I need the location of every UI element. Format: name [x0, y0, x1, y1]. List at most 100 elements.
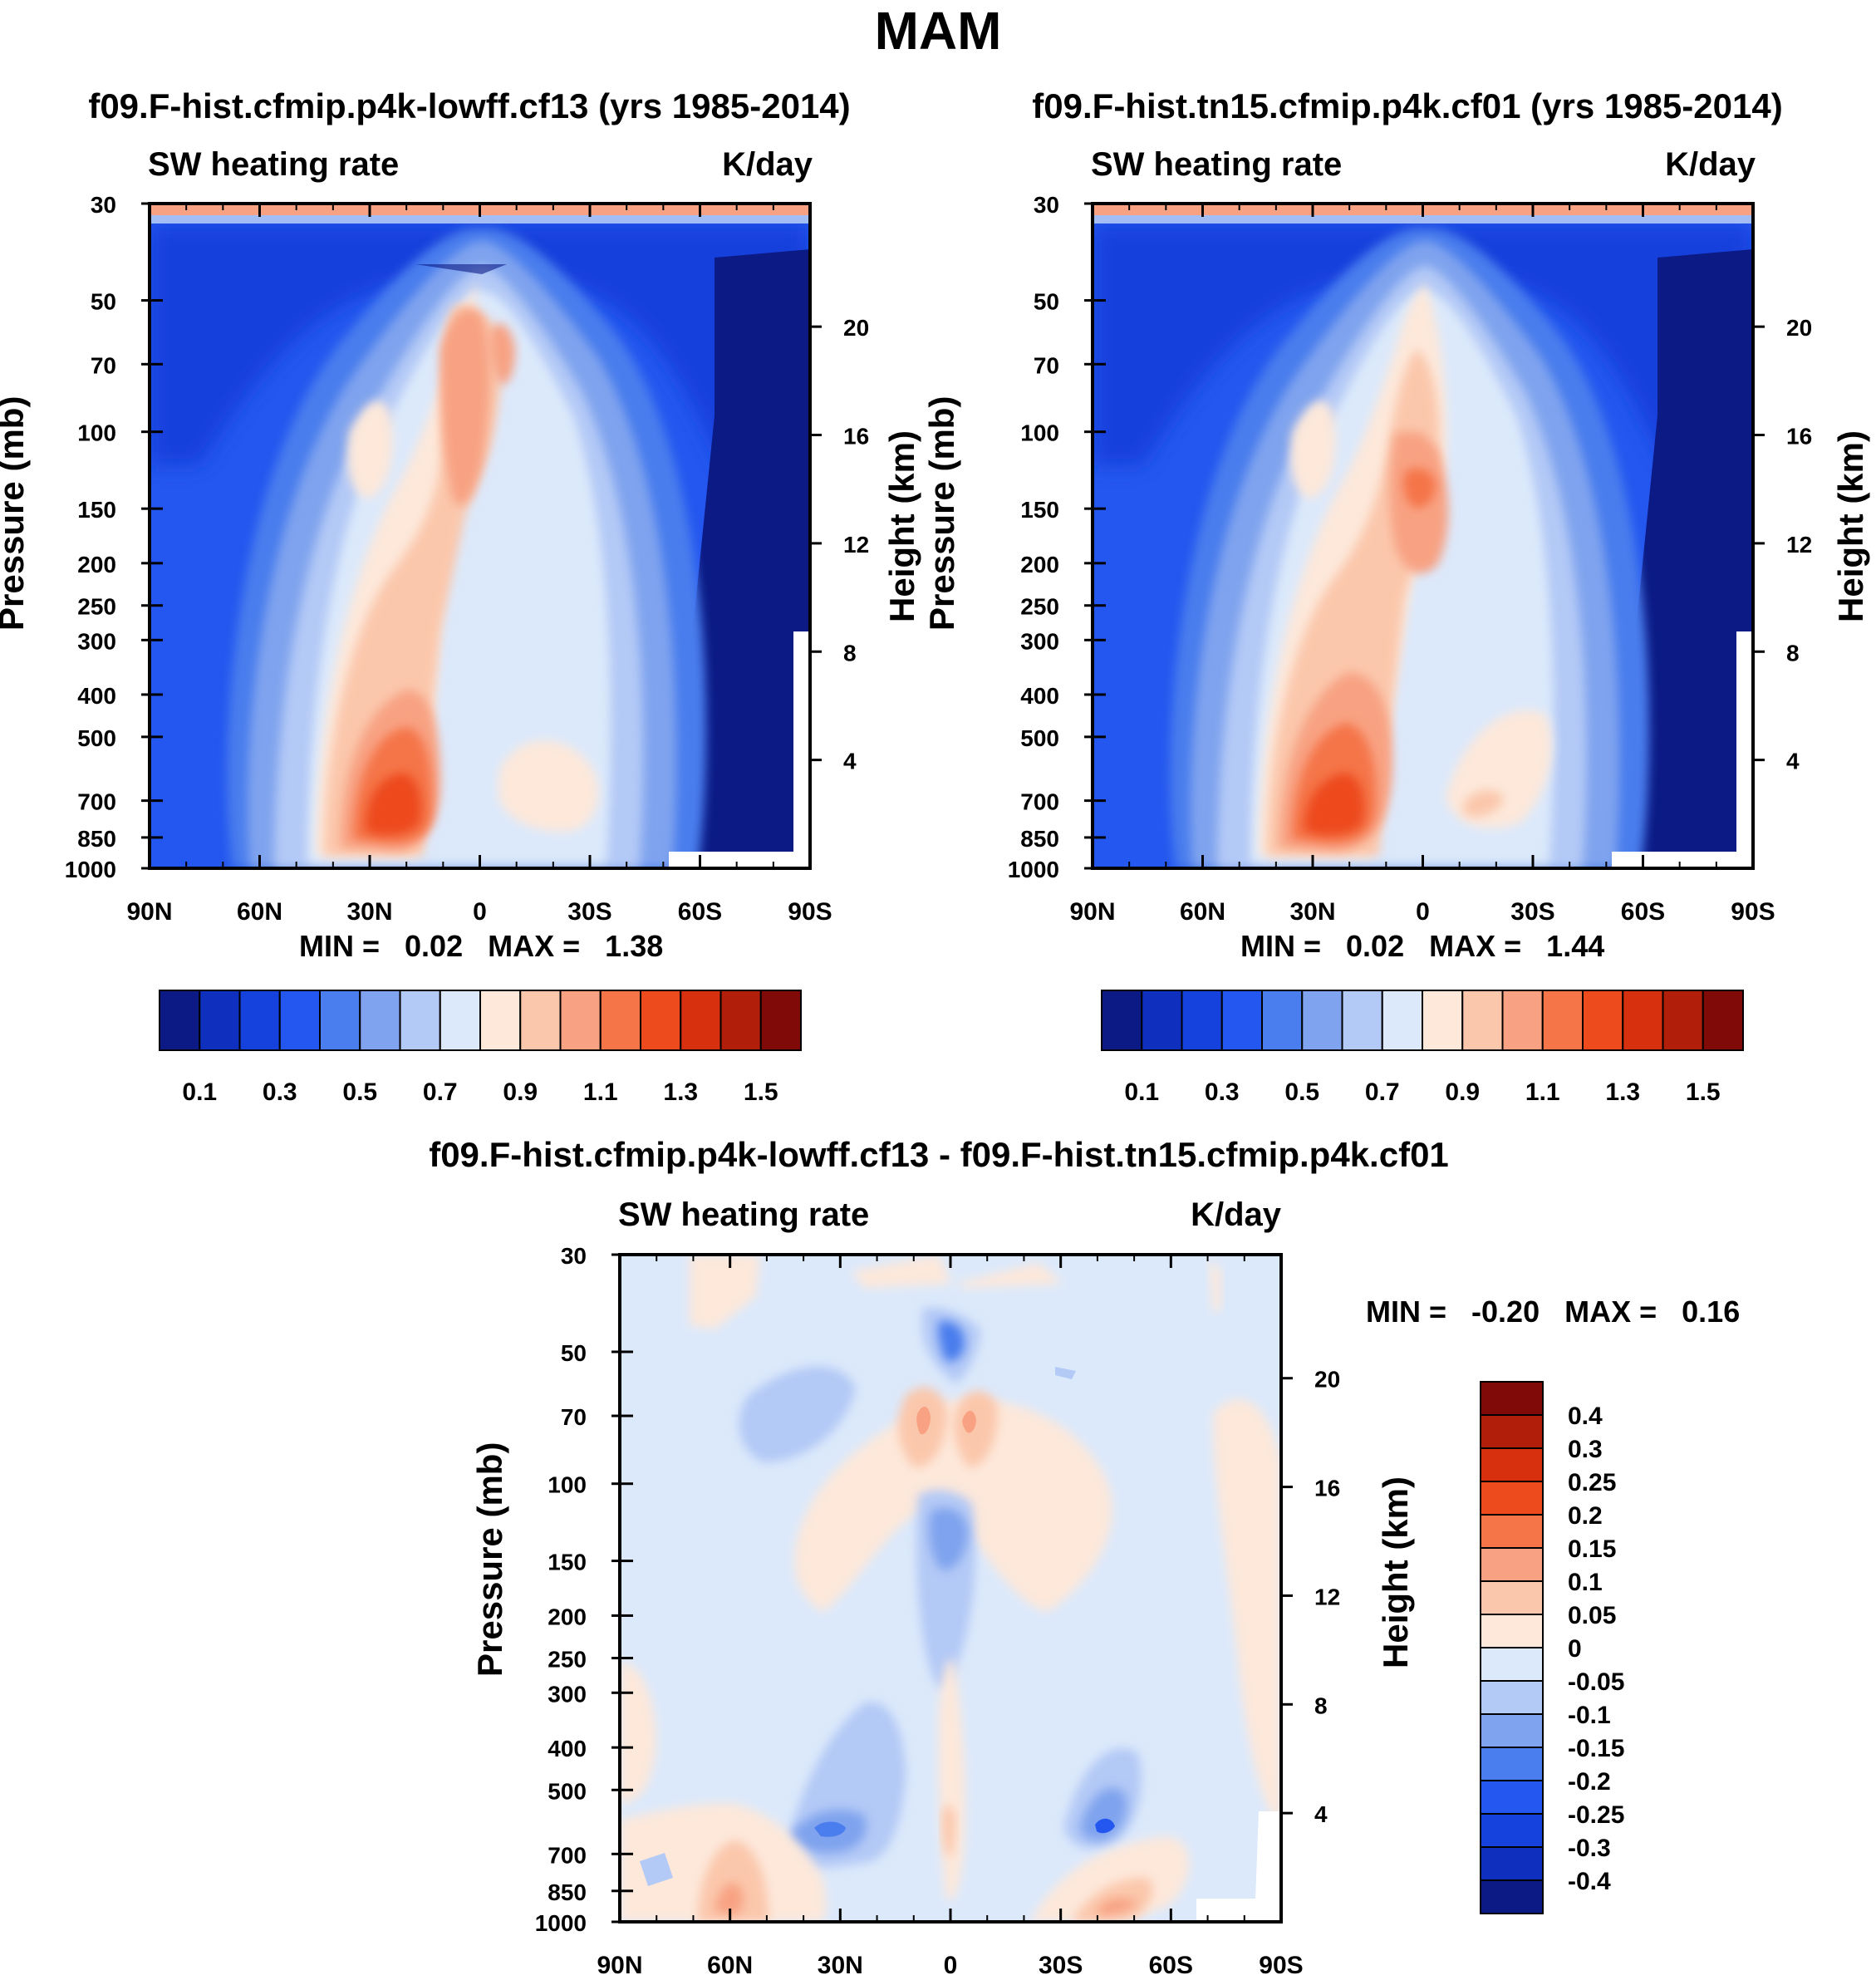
right-ytick-right-label: 12: [1786, 532, 1812, 558]
diff-ytick-label: 700: [548, 1842, 587, 1868]
left-ytick-label: 300: [77, 628, 116, 654]
diff-colorbar-box: [1480, 1580, 1544, 1615]
left-colorbar-label: 0.7: [423, 1078, 458, 1106]
right-min-value: 0.02: [1346, 929, 1405, 963]
diff-colorbar-label: -0.3: [1568, 1835, 1611, 1862]
right-colorbar-box: [1261, 990, 1304, 1051]
left-colorbar-box: [759, 990, 802, 1051]
left-ytick-label: 700: [77, 789, 116, 815]
diff-axes: 90N 60N 30N 0 30S 60S 90S 30 50 70 100 150 200 250 300…: [535, 1243, 1340, 1979]
right-colorbar-label: 1.5: [1686, 1078, 1721, 1106]
right-ytick-label: 400: [1020, 683, 1059, 709]
diff-colorbar-label: 0.15: [1568, 1535, 1616, 1563]
diff-colorbar-label: -0.2: [1568, 1768, 1611, 1796]
left-colorbar-box: [719, 990, 762, 1051]
diff-ytick-label: 250: [548, 1647, 587, 1673]
left-colorbar-box: [359, 990, 401, 1051]
diff-ytick-label: 30: [561, 1243, 587, 1269]
diff-colorbar-label: 0.4: [1568, 1403, 1603, 1430]
diff-ytick-label: 50: [561, 1340, 587, 1366]
diff-variable-label: SW heating rate: [618, 1196, 870, 1233]
left-ytick-label: 400: [77, 683, 116, 709]
right-ytick-right-label: 16: [1786, 424, 1812, 450]
diff-min-value: -0.20: [1471, 1295, 1540, 1329]
right-max-value: 1.44: [1546, 929, 1605, 963]
right-max-label: MAX =: [1429, 929, 1522, 963]
right-ytick-label: 30: [1034, 192, 1059, 218]
diff-colorbar-box: [1480, 1647, 1544, 1682]
right-xtick-label: 30N: [1289, 898, 1335, 926]
left-xtick-label: 30S: [567, 898, 611, 926]
diff-ytick-right-label: 4: [1314, 1801, 1328, 1827]
left-colorbar-box: [479, 990, 522, 1051]
right-variable-label: SW heating rate: [1091, 146, 1343, 183]
left-ytick-right-label: 20: [843, 315, 869, 341]
right-ytick-label: 70: [1034, 352, 1059, 378]
right-ytick-right-label: 20: [1786, 315, 1812, 341]
diff-colorbar-label: 0.2: [1568, 1502, 1603, 1530]
diff-colorbar-box: [1480, 1381, 1544, 1416]
right-ytick-label: 850: [1020, 826, 1059, 852]
left-colorbar-box: [199, 990, 241, 1051]
diff-colorbar-label: 0.1: [1568, 1569, 1603, 1596]
diff-ytick-label: 850: [548, 1879, 587, 1905]
left-xtick-label: 60S: [678, 898, 722, 926]
left-colorbar: 0.1 0.3 0.5 0.7 0.9 1.1 1.3 1.5: [159, 990, 802, 1106]
left-colorbar-label: 1.5: [744, 1078, 778, 1106]
diff-ytick-right-label: 16: [1314, 1476, 1340, 1501]
diff-colorbar-box: [1480, 1747, 1544, 1781]
left-colorbar-box: [159, 990, 201, 1051]
right-colorbar-box: [1662, 990, 1704, 1051]
left-heatmap-field: [150, 204, 810, 868]
left-colorbar-box: [319, 990, 361, 1051]
left-ytick-label: 850: [77, 826, 116, 852]
left-colorbar-box: [399, 990, 441, 1051]
diff-xtick-label: 30N: [818, 1952, 863, 1979]
left-ytick-label: 150: [77, 497, 116, 523]
left-colorbar-label: 0.9: [503, 1078, 538, 1106]
left-ytick-label: 30: [91, 192, 116, 218]
diff-ytick-label: 300: [548, 1681, 587, 1707]
right-ytick-label: 200: [1020, 552, 1059, 577]
diff-xtick-label: 30S: [1039, 1952, 1083, 1979]
diff-colorbar-box: [1480, 1846, 1544, 1881]
left-colorbar-label: 0.5: [342, 1078, 377, 1106]
diff-colorbar-label: 0.3: [1568, 1436, 1603, 1463]
right-units-label: K/day: [1665, 146, 1756, 183]
left-panel-title: f09.F-hist.cfmip.p4k-lowff.cf13 (yrs 198…: [88, 86, 851, 125]
right-xtick-label: 90S: [1731, 898, 1775, 926]
diff-colorbar-box: [1480, 1713, 1544, 1748]
left-colorbar-box: [599, 990, 641, 1051]
right-colorbar-label: 1.3: [1605, 1078, 1640, 1106]
left-colorbar-label: 0.3: [263, 1078, 297, 1106]
diff-colorbar-box: [1480, 1514, 1544, 1549]
right-min-label: MIN =: [1240, 929, 1322, 963]
diff-ytick-label: 150: [548, 1550, 587, 1575]
left-colorbar-label: 1.1: [583, 1078, 618, 1106]
right-colorbar: 0.1 0.3 0.5 0.7 0.9 1.1 1.3 1.5: [1101, 990, 1744, 1106]
main-title: MAM: [874, 1, 1002, 61]
right-panel-title: f09.F-hist.tn15.cfmip.p4k.cf01 (yrs 1985…: [1032, 86, 1783, 125]
left-colorbar-box: [519, 990, 562, 1051]
diff-xtick-label: 90S: [1259, 1952, 1303, 1979]
diff-colorbar-label: 0.25: [1568, 1469, 1616, 1496]
diff-xtick-label: 90N: [597, 1952, 642, 1979]
left-ytick-label: 1000: [65, 857, 116, 882]
diff-xtick-label: 0: [944, 1952, 958, 1979]
left-xtick-label: 30N: [346, 898, 392, 926]
right-colorbar-box: [1141, 990, 1183, 1051]
diff-colorbar-label: -0.15: [1568, 1735, 1624, 1762]
right-axes: 90N 60N 30N 0 30S 60S 90S 30 50 70 100 150 200 250 300…: [1008, 192, 1812, 926]
diff-ytick-right-label: 20: [1314, 1367, 1340, 1393]
right-ytick-right-label: 8: [1786, 640, 1800, 666]
right-colorbar-box: [1461, 990, 1504, 1051]
left-colorbar-box: [439, 990, 481, 1051]
diff-ytick-label: 1000: [535, 1910, 587, 1936]
left-colorbar-box: [680, 990, 722, 1051]
left-ytick-right-label: 8: [843, 640, 857, 666]
right-colorbar-box: [1541, 990, 1584, 1051]
left-ytick-right-label: 12: [843, 532, 869, 558]
left-colorbar-box: [559, 990, 602, 1051]
left-ytick-label: 50: [91, 289, 116, 315]
